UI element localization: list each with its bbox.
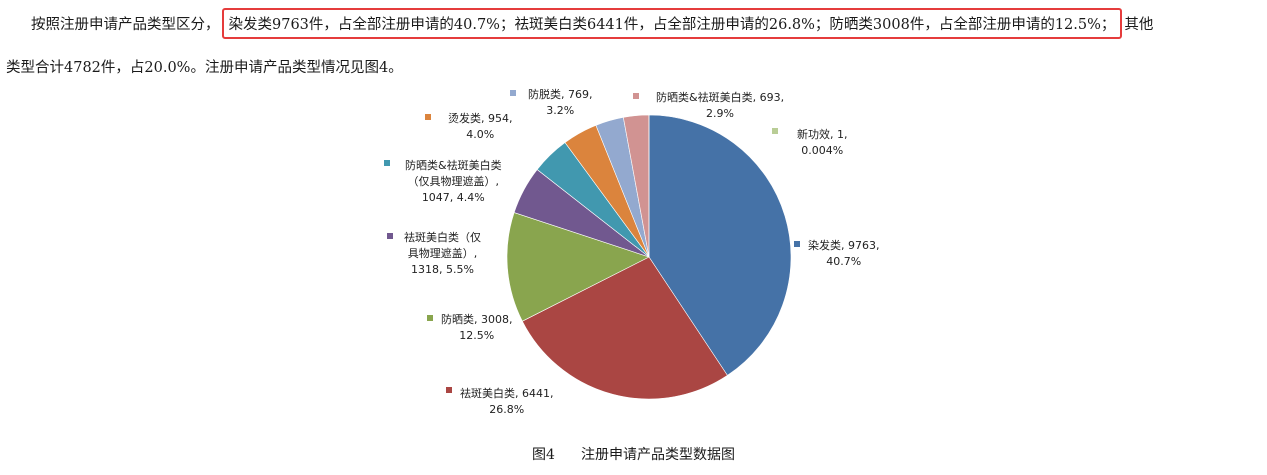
slice-label-line: 具物理遮盖）, xyxy=(408,246,478,260)
slice-label-line: 3.2% xyxy=(546,104,574,117)
slice-label-line: 0.004% xyxy=(801,144,843,157)
legend-marker-4 xyxy=(384,160,390,166)
slice-label-line: 4.0% xyxy=(466,128,494,141)
slice-label-line: 防晒类&祛斑美白类 xyxy=(405,158,502,172)
slice-label-line: 1047, 4.4% xyxy=(422,191,485,204)
legend-marker-5 xyxy=(425,114,431,120)
slice-label-8: 新功效, 1, 0.004% xyxy=(797,127,848,157)
slice-label-0: 染发类, 9763, 40.7% xyxy=(808,238,879,268)
figure-caption-text: 注册申请产品类型数据图 xyxy=(580,447,735,463)
highlighted-sentence: 染发类9763件，占全部注册申请的40.7%；祛斑美白类6441件，占全部注册申… xyxy=(221,7,1123,39)
figure-number: 图4 xyxy=(532,447,555,463)
legend-marker-6 xyxy=(510,90,516,96)
slice-label-line: 26.8% xyxy=(489,403,524,416)
legend-marker-1 xyxy=(446,387,452,393)
legend-marker-2 xyxy=(427,315,433,321)
slice-label-line: 40.7% xyxy=(826,255,861,268)
slice-label-6: 防脱类, 769, 3.2% xyxy=(528,87,593,117)
slice-label-line: 祛斑美白类（仅 xyxy=(404,230,481,244)
legend-marker-8 xyxy=(772,128,778,134)
paragraph-line-2: 类型合计4782件，占20.0%。注册申请产品类型情况见图4。 xyxy=(6,60,403,76)
legend-marker-7 xyxy=(633,93,639,99)
slice-label-line: 祛斑美白类, 6441, xyxy=(460,386,553,400)
paragraph-prefix: 按照注册申请产品类型区分， xyxy=(31,16,220,33)
figure-caption: 图4 注册申请产品类型数据图 xyxy=(0,444,1267,464)
slice-label-4: 防晒类&祛斑美白类 （仅具物理遮盖）, 1047, 4.4% xyxy=(405,158,502,204)
slice-label-3: 祛斑美白类（仅具物理遮盖）, 1318, 5.5% xyxy=(404,230,481,276)
legend-marker-0 xyxy=(794,241,800,247)
slice-label-line: 12.5% xyxy=(459,329,494,342)
slice-label-7: 防晒类&祛斑美白类, 693, 2.9% xyxy=(656,90,784,120)
slice-label-line: 1318, 5.5% xyxy=(411,263,474,276)
slice-label-line: 2.9% xyxy=(706,107,734,120)
paragraph-line-1: 按照注册申请产品类型区分， 染发类9763件，占全部注册申请的40.7%；祛斑美… xyxy=(31,7,1154,39)
legend-marker-3 xyxy=(387,233,393,239)
slice-label-line: 染发类, 9763, xyxy=(808,238,879,252)
slice-label-5: 烫发类, 954, 4.0% xyxy=(448,111,513,141)
pie-slice-2 xyxy=(506,212,650,322)
slice-label-line: 新功效, 1, xyxy=(797,127,848,141)
pie-slice-1 xyxy=(521,256,728,400)
slice-label-line: 防晒类&祛斑美白类, 693, xyxy=(656,90,784,104)
paragraph-suffix: 其他 xyxy=(1124,16,1154,33)
slice-label-1: 祛斑美白类, 6441, 26.8% xyxy=(460,386,553,416)
slice-label-line: 防晒类, 3008, xyxy=(441,312,512,326)
slice-label-line: （仅具物理遮盖）, xyxy=(408,174,500,188)
slice-label-line: 防脱类, 769, xyxy=(528,87,593,101)
slice-label-2: 防晒类, 3008, 12.5% xyxy=(441,312,512,342)
slice-label-line: 烫发类, 954, xyxy=(448,111,513,125)
